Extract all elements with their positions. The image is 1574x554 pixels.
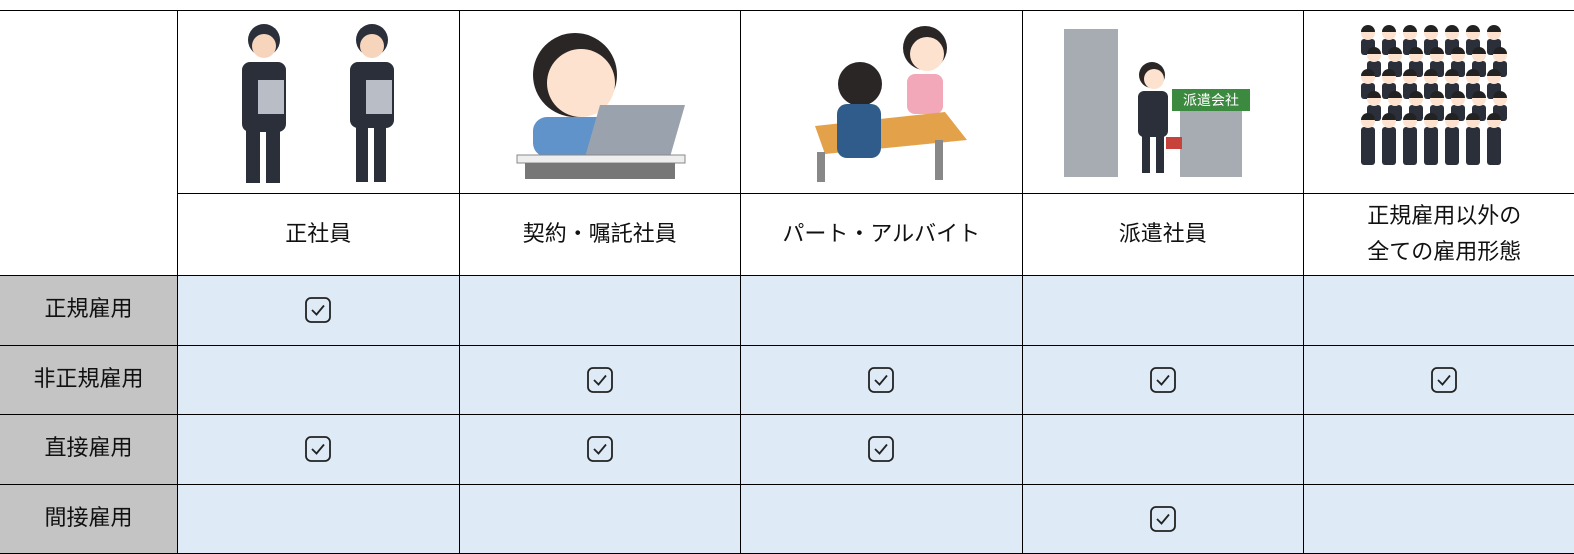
- data-cell: [1304, 346, 1574, 416]
- data-cell: [460, 415, 742, 485]
- row-label: 間接雇用: [0, 485, 178, 554]
- illustration-crowd: [1358, 25, 1518, 180]
- checkbox: [586, 366, 614, 394]
- column-header: 正規雇用以外の全ての雇用形態: [1304, 194, 1574, 276]
- data-cell: [741, 346, 1023, 416]
- data-cell: [178, 485, 460, 554]
- checkbox: [867, 435, 895, 463]
- checkbox: [1430, 366, 1458, 394]
- data-cell: [1304, 276, 1574, 346]
- illustration-contract: [515, 25, 690, 185]
- header-line: 正規雇用以外の: [1367, 199, 1521, 235]
- illustration-dispatch: 派遣会社: [1060, 25, 1255, 180]
- checkbox: [304, 296, 332, 324]
- corner-cell: [0, 10, 178, 276]
- data-cell: [1023, 485, 1305, 554]
- column-header: 派遣社員: [1023, 194, 1305, 276]
- column-header: 契約・嘱託社員: [460, 194, 742, 276]
- data-cell: [1023, 276, 1305, 346]
- data-cell: [1023, 346, 1305, 416]
- row-label: 直接雇用: [0, 415, 178, 485]
- data-cell: [460, 276, 742, 346]
- column-header: パート・アルバイト: [741, 194, 1023, 276]
- data-cell: [178, 276, 460, 346]
- header-line: 全ての雇用形態: [1367, 235, 1521, 271]
- data-cell: [741, 276, 1023, 346]
- data-cell: [178, 415, 460, 485]
- data-cell: [741, 415, 1023, 485]
- header-line: 派遣社員: [1119, 217, 1207, 253]
- illustration-regular: [222, 18, 412, 188]
- header-line: 契約・嘱託社員: [523, 217, 677, 253]
- data-cell: [1304, 485, 1574, 554]
- data-cell: [460, 346, 742, 416]
- sign-text: 派遣会社: [1183, 93, 1239, 109]
- checkbox: [867, 366, 895, 394]
- header-line: パート・アルバイト: [782, 217, 980, 253]
- data-cell: [1023, 415, 1305, 485]
- column-header: 正社員: [178, 194, 460, 276]
- data-cell: [460, 485, 742, 554]
- checkbox: [1149, 366, 1177, 394]
- illustration-parttime: [805, 22, 970, 184]
- data-cell: [1304, 415, 1574, 485]
- checkbox: [586, 435, 614, 463]
- checkbox: [1149, 505, 1177, 533]
- checkbox: [304, 435, 332, 463]
- row-label: 非正規雇用: [0, 346, 178, 416]
- data-cell: [741, 485, 1023, 554]
- row-label: 正規雇用: [0, 276, 178, 346]
- data-cell: [178, 346, 460, 416]
- header-line: 正社員: [285, 217, 351, 253]
